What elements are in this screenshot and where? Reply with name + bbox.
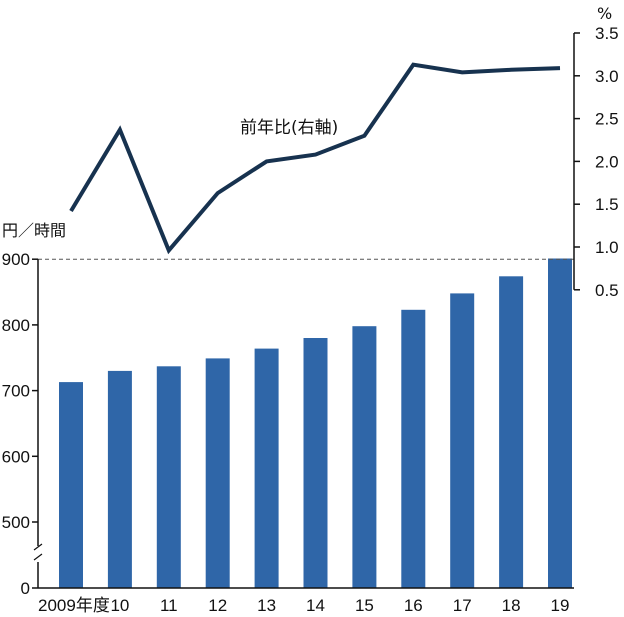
category-label-8: 17 [453,596,472,615]
bar-4 [254,348,279,588]
category-label-1: 10 [110,596,129,615]
line-series-label: 前年比(右軸) [240,118,338,138]
left-tick-label-900: 900 [2,250,30,269]
left-tick-label-800: 800 [2,316,30,335]
bar-6 [352,326,377,588]
category-label-10: 19 [551,596,570,615]
category-label-6: 15 [355,596,374,615]
bars-layer [59,258,572,588]
category-label-4: 13 [257,596,276,615]
labels-layer: 0 500 600 700 800 900 円／時間 0.5 1.0 1.5 2.0 2.5 3.0 3.… [2,4,619,615]
axis-break-mark [33,543,43,561]
bar-9 [499,276,524,588]
line-layer [69,62,561,255]
right-tick-label-0.5: 0.5 [595,281,619,300]
category-label-3: 12 [208,596,227,615]
bar-8 [450,293,475,588]
category-label-5: 14 [306,596,325,615]
bar-5 [303,338,328,588]
category-label-2: 11 [160,596,178,615]
left-axis-unit-label: 円／時間 [2,221,66,240]
right-tick-label-3: 3.0 [595,67,619,86]
left-tick-label-700: 700 [2,382,30,401]
bar-3 [205,358,230,588]
left-tick-label-0: 0 [21,579,30,598]
right-axis-unit-label: % [597,4,612,23]
category-label-0: 2009年度 [38,596,110,615]
left-tick-label-600: 600 [2,447,30,466]
axes-layer [32,32,580,589]
bar-0 [59,382,83,588]
bar-7 [401,309,426,588]
right-tick-label-2: 2.0 [595,152,619,171]
category-label-7: 16 [404,596,423,615]
bar-1 [107,370,132,588]
left-tick-label-500: 500 [2,513,30,532]
bar-2 [156,366,181,588]
right-tick-label-1.5: 1.5 [595,195,619,214]
bar-10 [548,258,572,588]
category-label-9: 18 [502,596,521,615]
right-tick-label-2.5: 2.5 [595,110,619,129]
right-tick-label-1: 1.0 [595,238,619,257]
yoy-line [69,62,561,255]
right-tick-label-3.5: 3.5 [595,24,619,43]
